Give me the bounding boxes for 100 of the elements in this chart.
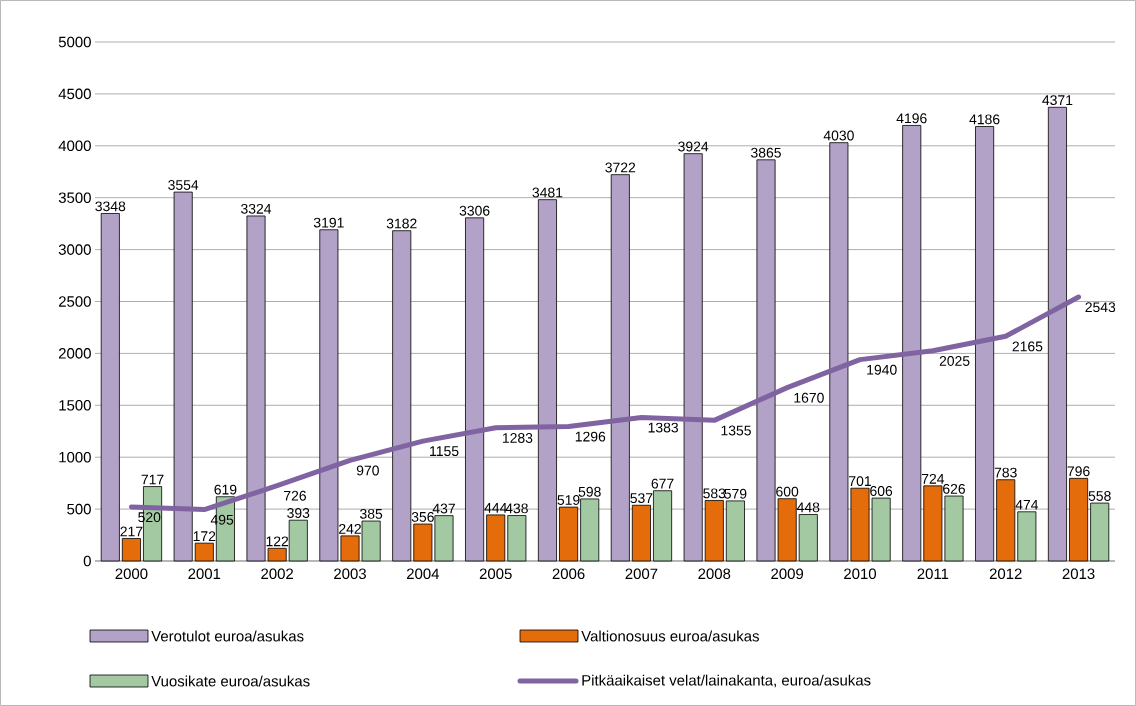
bar bbox=[392, 230, 412, 562]
data-label: 606 bbox=[870, 486, 893, 496]
data-label: 1670 bbox=[794, 392, 824, 403]
data-label: 583 bbox=[703, 488, 726, 499]
data-label: 1383 bbox=[648, 422, 679, 433]
x-tick-label: 2007 bbox=[625, 568, 658, 580]
bar bbox=[996, 479, 1016, 562]
data-label: 598 bbox=[578, 486, 601, 497]
bar bbox=[798, 514, 818, 562]
y-tick-label: 1500 bbox=[59, 400, 91, 411]
bar bbox=[1047, 106, 1067, 562]
data-label: 3191 bbox=[313, 217, 344, 228]
data-label: 558 bbox=[1088, 490, 1111, 501]
bar bbox=[610, 174, 630, 562]
data-label: 356 bbox=[411, 511, 434, 522]
bar bbox=[537, 199, 557, 562]
data-label: 726 bbox=[284, 490, 306, 501]
data-label: 600 bbox=[776, 486, 799, 497]
y-tick-label: 2500 bbox=[58, 296, 91, 307]
x-tick-label: 2009 bbox=[771, 568, 804, 580]
bar bbox=[507, 515, 527, 562]
data-label: 1355 bbox=[721, 425, 751, 436]
data-label: 537 bbox=[630, 493, 653, 504]
x-tick-label: 2001 bbox=[188, 568, 221, 580]
data-label: 3182 bbox=[386, 218, 417, 229]
bar bbox=[1069, 477, 1089, 562]
data-label: 701 bbox=[849, 476, 871, 487]
data-label: 217 bbox=[120, 526, 143, 537]
data-label: 437 bbox=[432, 503, 455, 514]
data-label: 717 bbox=[141, 474, 164, 485]
data-label: 783 bbox=[994, 467, 1017, 478]
data-label: 3865 bbox=[751, 147, 781, 158]
data-label: 724 bbox=[921, 473, 945, 484]
y-tick-label: 1000 bbox=[59, 451, 91, 463]
y-tick-label: 2000 bbox=[58, 348, 91, 359]
bar bbox=[902, 125, 922, 562]
y-tick-label: 4000 bbox=[58, 140, 91, 152]
data-label: 2165 bbox=[1012, 341, 1043, 352]
bar bbox=[683, 153, 703, 562]
legend-label: Vuosikate euroa/asukas bbox=[151, 675, 310, 687]
data-label: 3306 bbox=[459, 205, 490, 216]
bar bbox=[631, 504, 651, 562]
y-tick-label: 3000 bbox=[58, 244, 91, 255]
data-label: 448 bbox=[796, 502, 820, 513]
y-tick-label: 0 bbox=[83, 555, 91, 567]
data-label: 1283 bbox=[502, 433, 533, 443]
data-label: 3924 bbox=[678, 141, 709, 152]
bar bbox=[580, 498, 600, 562]
data-label: 2025 bbox=[939, 355, 970, 366]
x-tick-label: 2002 bbox=[261, 568, 294, 580]
data-label: 619 bbox=[214, 484, 237, 495]
data-label: 4196 bbox=[896, 113, 927, 124]
data-label: 677 bbox=[651, 478, 674, 489]
x-tick-label: 2004 bbox=[406, 568, 440, 580]
y-tick-label: 500 bbox=[67, 503, 91, 515]
x-tick-label: 2010 bbox=[844, 568, 877, 580]
data-label: 393 bbox=[287, 508, 310, 519]
data-label: 172 bbox=[193, 531, 216, 541]
data-label: 438 bbox=[505, 503, 528, 514]
data-label: 970 bbox=[356, 465, 379, 476]
bar bbox=[653, 490, 673, 562]
x-tick-label: 2000 bbox=[115, 568, 148, 580]
bar bbox=[486, 514, 506, 562]
bar bbox=[704, 500, 724, 562]
data-label: 444 bbox=[484, 503, 507, 513]
x-tick-label: 2011 bbox=[917, 568, 949, 580]
data-label: 4030 bbox=[823, 130, 854, 141]
data-label: 519 bbox=[557, 495, 580, 505]
data-label: 4186 bbox=[969, 114, 1000, 125]
data-label: 4371 bbox=[1042, 95, 1073, 106]
bar bbox=[100, 213, 120, 562]
data-label: 122 bbox=[266, 536, 289, 547]
legend-label: Pitkäaikaiset velat/lainakanta, euroa/asukas bbox=[582, 674, 871, 688]
data-label: 3481 bbox=[532, 187, 563, 198]
x-tick-label: 2008 bbox=[698, 568, 731, 580]
bar bbox=[1017, 511, 1037, 562]
legend-label: Verotulot euroa/asukas bbox=[151, 630, 304, 642]
y-tick-label: 4500 bbox=[58, 88, 91, 100]
bar bbox=[121, 538, 141, 562]
data-label: 242 bbox=[339, 523, 361, 534]
data-label: 579 bbox=[724, 488, 747, 499]
data-label: 796 bbox=[1067, 466, 1090, 477]
bar bbox=[194, 542, 214, 562]
data-label: 1155 bbox=[430, 446, 459, 457]
data-label: 3554 bbox=[168, 180, 199, 190]
bar bbox=[465, 217, 485, 562]
data-label: 626 bbox=[943, 483, 965, 494]
data-label: 3324 bbox=[241, 203, 272, 214]
y-tick-label: 5000 bbox=[58, 36, 91, 48]
legend-label: Valtionosuus euroa/asukas bbox=[581, 630, 759, 642]
data-label: 1296 bbox=[575, 431, 606, 442]
data-label: 2543 bbox=[1085, 302, 1116, 313]
y-tick-label: 3500 bbox=[58, 192, 91, 203]
data-label: 474 bbox=[1015, 500, 1039, 510]
data-label: 1940 bbox=[867, 364, 897, 375]
x-tick-label: 2005 bbox=[479, 568, 512, 580]
x-tick-label: 2012 bbox=[989, 568, 1022, 580]
data-label: 3722 bbox=[605, 162, 636, 173]
data-label: 385 bbox=[360, 508, 383, 519]
bar bbox=[725, 500, 745, 562]
